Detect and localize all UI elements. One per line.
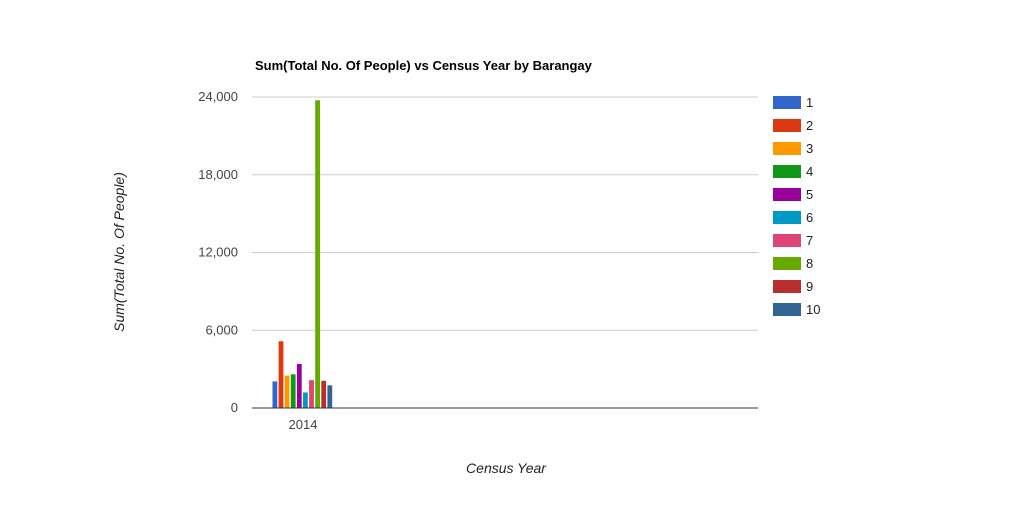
legend-label-3[interactable]: 3 [806,141,813,156]
legend-label-5[interactable]: 5 [806,187,813,202]
legend-label-8[interactable]: 8 [806,256,813,271]
legend-label-4[interactable]: 4 [806,164,813,179]
legend-label-7[interactable]: 7 [806,233,813,248]
legend-swatch-5[interactable] [773,188,801,201]
bar-series-7[interactable] [309,380,314,408]
legend-swatch-1[interactable] [773,96,801,109]
legend-swatch-8[interactable] [773,257,801,270]
legend-swatch-3[interactable] [773,142,801,155]
y-tick-label: 6,000 [205,322,238,337]
bar-series-1[interactable] [272,381,278,408]
y-axis-ticks: 0 6,000 12,000 18,000 24,000 [198,89,238,415]
gridlines [252,96,758,331]
legend-label-2[interactable]: 2 [806,118,813,133]
y-tick-label: 24,000 [198,89,238,104]
legend-swatch-4[interactable] [773,165,801,178]
y-axis-title: Sum(Total No. Of People) [111,172,127,332]
legend: 1 2 3 4 5 6 7 8 9 10 [773,95,820,317]
legend-label-9[interactable]: 9 [806,279,813,294]
legend-swatch-9[interactable] [773,280,801,293]
bar-series-2[interactable] [278,341,284,408]
bar-series-9[interactable] [321,380,327,408]
bar-series-10[interactable] [327,385,333,408]
legend-label-6[interactable]: 6 [806,210,813,225]
bar-series-4[interactable] [290,374,296,408]
legend-label-10[interactable]: 10 [806,302,820,317]
legend-swatch-7[interactable] [773,234,801,247]
x-axis-ticks: 2014 [289,417,318,432]
legend-swatch-2[interactable] [773,119,801,132]
legend-swatch-10[interactable] [773,303,801,316]
bar-series-8[interactable] [315,100,320,408]
bar-series-3[interactable] [284,375,290,408]
chart-title: Sum(Total No. Of People) vs Census Year … [255,58,593,73]
bar-series-6[interactable] [303,392,308,408]
x-axis-title: Census Year [466,460,547,476]
bars [272,100,333,408]
x-tick-label: 2014 [289,417,318,432]
legend-swatch-6[interactable] [773,211,801,224]
y-tick-label: 12,000 [198,245,238,260]
legend-label-1[interactable]: 1 [806,95,813,110]
y-tick-label: 18,000 [198,167,238,182]
bar-series-5[interactable] [296,363,302,408]
y-tick-label: 0 [231,400,238,415]
